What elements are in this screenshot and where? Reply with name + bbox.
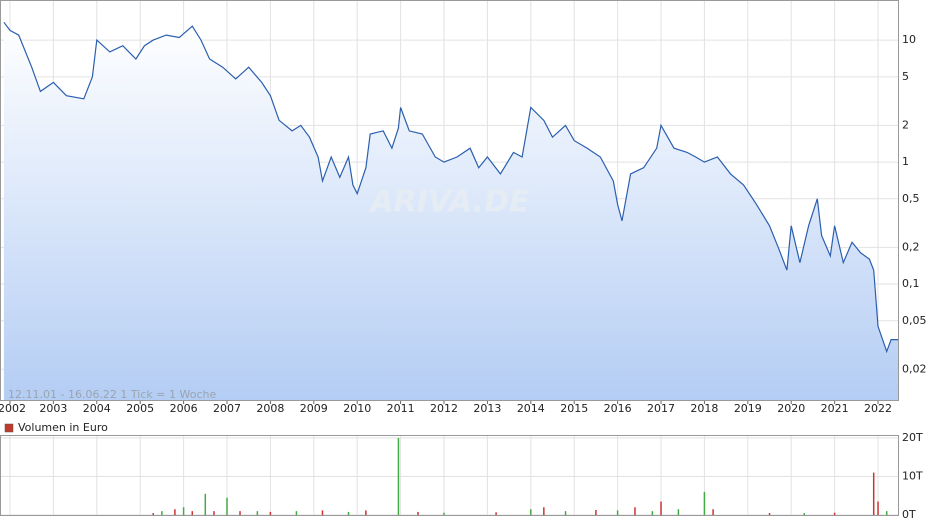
y-tick-label: 2 <box>902 118 909 131</box>
x-tick-label: 2018 <box>690 402 718 415</box>
volume-bar <box>295 511 298 515</box>
volume-bar <box>595 509 597 515</box>
volume-bar <box>226 497 228 515</box>
x-tick-label: 2015 <box>560 402 588 415</box>
x-tick-label: 2002 <box>0 402 26 415</box>
volume-bar <box>495 512 497 515</box>
annotation: 12.11.01 - 16.06.22 1 Tick = 1 Woche <box>8 388 216 401</box>
x-tick-label: 2019 <box>734 402 762 415</box>
volume-bar <box>803 513 806 515</box>
x-tick-label: 2004 <box>83 402 111 415</box>
volume-bar <box>833 512 836 515</box>
y-tick-label: 20T <box>902 431 923 444</box>
volume-bar <box>182 507 185 515</box>
x-tick-label: 2011 <box>387 402 415 415</box>
y-tick-label: 0,1 <box>902 277 920 290</box>
volume-bar <box>885 511 888 515</box>
volume-bar <box>269 511 272 515</box>
volume-bar <box>543 507 545 515</box>
volume-bar <box>191 511 194 515</box>
x-tick-label: 2013 <box>473 402 501 415</box>
volume-bar <box>712 509 714 515</box>
plot-frame <box>0 435 899 516</box>
x-tick-label: 2016 <box>604 402 632 415</box>
volume-bar <box>651 511 654 515</box>
y-tick-label: 0,05 <box>902 314 927 327</box>
volume-bar <box>443 512 445 515</box>
x-tick-label: 2017 <box>647 402 675 415</box>
y-tick-label: 5 <box>902 70 909 83</box>
x-tick-label: 2005 <box>126 402 154 415</box>
x-tick-label: 2014 <box>517 402 545 415</box>
y-tick-label: 0T <box>902 508 916 521</box>
volume-bar <box>660 501 662 515</box>
volume-bar <box>347 511 350 515</box>
plot-frame <box>0 0 899 401</box>
volume-bar <box>256 511 259 515</box>
y-tick-label: 10T <box>902 469 923 482</box>
y-tick-label: 10 <box>902 33 916 46</box>
x-tick-label: 2007 <box>213 402 241 415</box>
x-tick-label: 2008 <box>256 402 284 415</box>
x-tick-label: 2022 <box>864 402 892 415</box>
volume-bar <box>321 510 324 515</box>
price-line <box>3 21 898 354</box>
y-tick-label: 0,5 <box>902 192 920 205</box>
volume-bar <box>397 437 400 515</box>
volume-bar <box>213 511 215 515</box>
volume-bar <box>161 511 163 515</box>
volume-bar <box>530 509 532 515</box>
x-tick-label: 2003 <box>39 402 67 415</box>
x-tick-label: 2021 <box>821 402 849 415</box>
volume-bar <box>239 511 241 515</box>
volume-bar <box>634 507 636 515</box>
volume-bar <box>174 509 176 515</box>
volume-bar <box>417 511 419 515</box>
volume-bar <box>703 491 706 515</box>
watermark: ARIVA.DE <box>368 185 530 220</box>
volume-bar <box>768 513 771 515</box>
volume-bar <box>152 513 154 515</box>
volume-bar <box>872 472 875 515</box>
y-tick-label: 0,02 <box>902 362 927 375</box>
y-tick-label: 1 <box>902 155 909 168</box>
area <box>3 22 898 401</box>
volume-bar <box>877 501 879 515</box>
legend-label: Volumen in Euro <box>18 421 108 434</box>
volume-bar <box>677 509 680 515</box>
legend-swatch <box>4 423 14 433</box>
y-tick-label: 0,2 <box>902 240 920 253</box>
x-tick-label: 2009 <box>300 402 328 415</box>
volume-bar <box>204 493 207 515</box>
volume-bar <box>616 510 619 515</box>
volume-bar <box>564 511 567 515</box>
x-tick-label: 2010 <box>343 402 371 415</box>
x-tick-label: 2012 <box>430 402 458 415</box>
x-tick-label: 2006 <box>170 402 198 415</box>
volume-bar <box>365 510 367 515</box>
x-tick-label: 2020 <box>777 402 805 415</box>
